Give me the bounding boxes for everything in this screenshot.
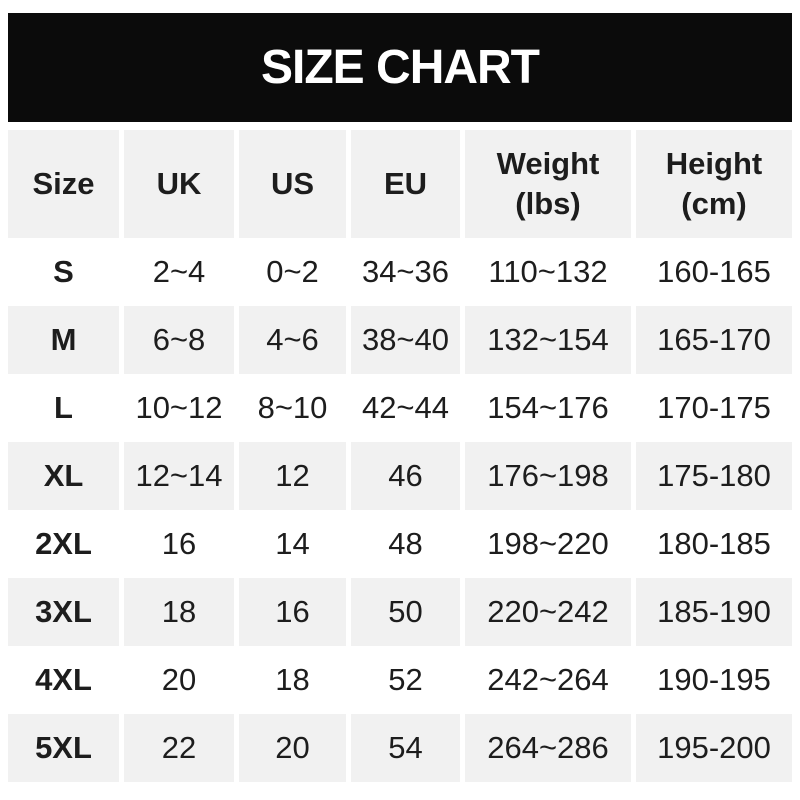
- cell-2xl-size: 2XL: [8, 510, 119, 578]
- cell-l-height-cm: 170-175: [636, 374, 792, 442]
- header-cell-us: US: [239, 130, 346, 238]
- cell-3xl-height-cm: 185-190: [636, 578, 792, 646]
- cell-xl-eu: 46: [351, 442, 460, 510]
- header-label: EU: [383, 166, 428, 201]
- cell-l-eu: 42~44: [351, 374, 460, 442]
- cell-s-size: S: [8, 238, 119, 306]
- cell-5xl-height-cm: 195-200: [636, 714, 792, 782]
- cell-5xl-uk: 22: [124, 714, 234, 782]
- cell-xl-uk: 12~14: [124, 442, 234, 510]
- cell-3xl-uk: 18: [124, 578, 234, 646]
- cell-xl-weight-lbs: 176~198: [465, 442, 631, 510]
- header-cell-eu: EU: [351, 130, 460, 238]
- header-label: Weight: [496, 146, 600, 182]
- cell-4xl-height-cm: 190-195: [636, 646, 792, 714]
- cell-2xl-weight-lbs: 198~220: [465, 510, 631, 578]
- header-cell-weight-lbs: Weight (lbs): [465, 130, 631, 238]
- cell-2xl-height-cm: 180-185: [636, 510, 792, 578]
- cell-3xl-eu: 50: [351, 578, 460, 646]
- header-label: UK: [156, 166, 202, 201]
- header-label: US: [270, 166, 315, 201]
- cell-l-us: 8~10: [239, 374, 346, 442]
- cell-m-size: M: [8, 306, 119, 374]
- cell-xl-size: XL: [8, 442, 119, 510]
- cell-m-height-cm: 165-170: [636, 306, 792, 374]
- size-table: Size UK US EU Weight (lbs) Height (cm) S 2~4 0~2 34…: [8, 130, 792, 782]
- header-cell-height-cm: Height (cm): [636, 130, 792, 238]
- cell-s-eu: 34~36: [351, 238, 460, 306]
- cell-s-us: 0~2: [239, 238, 346, 306]
- cell-4xl-us: 18: [239, 646, 346, 714]
- header-cell-uk: UK: [124, 130, 234, 238]
- header-cell-size: Size: [8, 130, 119, 238]
- cell-l-size: L: [8, 374, 119, 442]
- header-label: Size: [32, 166, 95, 201]
- cell-m-eu: 38~40: [351, 306, 460, 374]
- header-label: (cm): [681, 186, 747, 221]
- cell-5xl-size: 5XL: [8, 714, 119, 782]
- cell-5xl-weight-lbs: 264~286: [465, 714, 631, 782]
- header-label: (lbs): [515, 186, 581, 221]
- cell-l-uk: 10~12: [124, 374, 234, 442]
- cell-m-us: 4~6: [239, 306, 346, 374]
- cell-2xl-uk: 16: [124, 510, 234, 578]
- cell-m-weight-lbs: 132~154: [465, 306, 631, 374]
- cell-3xl-weight-lbs: 220~242: [465, 578, 631, 646]
- cell-5xl-us: 20: [239, 714, 346, 782]
- cell-l-weight-lbs: 154~176: [465, 374, 631, 442]
- cell-4xl-size: 4XL: [8, 646, 119, 714]
- cell-5xl-eu: 54: [351, 714, 460, 782]
- size-chart-banner: SIZE CHART: [8, 13, 792, 122]
- cell-3xl-us: 16: [239, 578, 346, 646]
- cell-s-height-cm: 160-165: [636, 238, 792, 306]
- cell-2xl-us: 14: [239, 510, 346, 578]
- page-title: SIZE CHART: [261, 41, 540, 94]
- cell-s-uk: 2~4: [124, 238, 234, 306]
- cell-2xl-eu: 48: [351, 510, 460, 578]
- cell-s-weight-lbs: 110~132: [465, 238, 631, 306]
- cell-4xl-weight-lbs: 242~264: [465, 646, 631, 714]
- header-label: Height: [665, 146, 763, 182]
- cell-3xl-size: 3XL: [8, 578, 119, 646]
- cell-4xl-eu: 52: [351, 646, 460, 714]
- cell-m-uk: 6~8: [124, 306, 234, 374]
- cell-xl-us: 12: [239, 442, 346, 510]
- cell-4xl-uk: 20: [124, 646, 234, 714]
- cell-xl-height-cm: 175-180: [636, 442, 792, 510]
